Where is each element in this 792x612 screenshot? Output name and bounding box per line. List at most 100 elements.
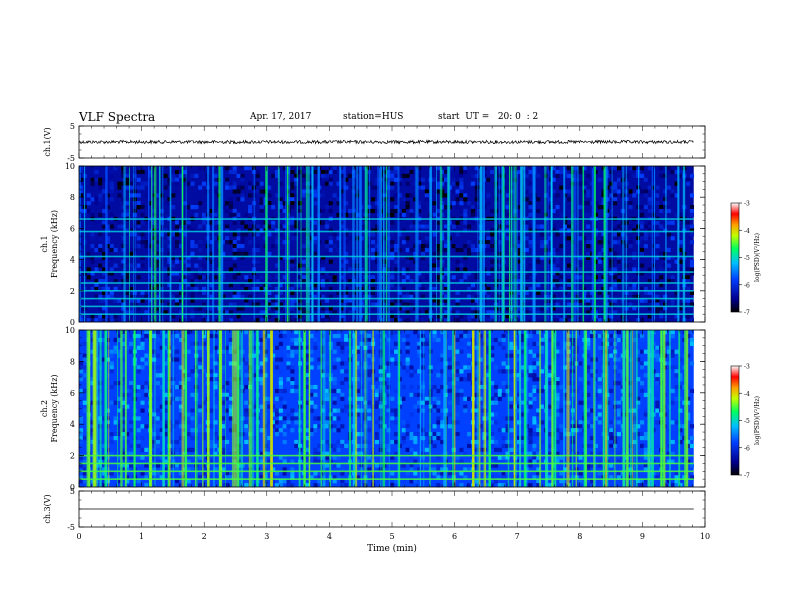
sferic-streak [129,166,130,322]
sferic-streak [236,330,240,487]
x-tick-label: 2 [202,532,207,541]
sferic-streak [653,166,656,322]
sferic-streak [120,330,123,487]
sferic-streak [234,330,238,487]
sferic-streak [256,330,259,487]
panel-ylabel: ch.3(V) [43,494,52,523]
sferic-streak [367,166,369,322]
sferic-streak [516,166,518,322]
sferic-streak [513,166,516,322]
narrowband-line [79,271,694,273]
sferic-streak [636,330,638,487]
sferic-streak [488,330,492,487]
y-tick-label: 4 [70,420,75,429]
sferic-streak [206,330,210,487]
sferic-streak [423,330,425,487]
sferic-streak [429,330,431,487]
sferic-streak [300,166,302,322]
narrowband-line [79,454,694,457]
sferic-streak [419,330,422,487]
sferic-streak [630,330,632,487]
sferic-streak [568,330,570,487]
sferic-streak [498,166,500,322]
sferic-streak [154,330,156,487]
sferic-streak [575,330,578,487]
colorbar-tick-label: -4 [744,228,750,235]
sferic-streak [554,330,557,487]
sferic-streak [677,166,680,322]
sferic-streak [248,330,251,487]
sferic-streak [322,330,326,487]
colorbar-label: log(PSD)(V²/Hz) [754,233,761,282]
narrowband-line [79,255,694,258]
sferic-streak [508,166,511,322]
y-tick-label: 2 [70,287,75,296]
colorbar-tick-label: -7 [744,310,750,317]
colorbar-tick-label: -6 [744,445,750,452]
sferic-streak [124,330,127,487]
sferic-streak [167,330,170,487]
sferic-streak [378,166,382,322]
sferic-streak [472,330,475,487]
sferic-streak [563,166,566,322]
sferic-streak [533,166,536,322]
sferic-streak [571,330,574,487]
sferic-streak [220,166,224,322]
sferic-streak [573,166,577,322]
start-time-label: start UT = 20: 0 : 2 [438,112,539,122]
sferic-streak [479,166,483,322]
sferic-streak [380,330,382,487]
sferic-streak [84,166,86,322]
sferic-streak [625,166,628,322]
sferic-streak [582,166,585,322]
colorbar-tick-label: -4 [744,391,750,398]
sferic-streak [364,166,367,322]
sferic-streak [181,166,184,322]
sferic-streak [678,330,681,487]
sferic-streak [566,330,569,487]
sferic-streak [513,330,516,487]
sferic-streak [416,166,419,322]
sferic-streak [359,166,362,322]
sferic-streak [478,330,481,487]
sferic-streak [626,330,629,487]
date-label: Apr. 17, 2017 [250,112,312,122]
sferic-streak [398,330,401,487]
y-tick-label: -5 [67,523,75,532]
y-tick-label: 6 [70,224,75,233]
sferic-streak [339,166,342,322]
sferic-streak [218,166,221,322]
spectrogram-1 [79,166,695,323]
sferic-streak [383,166,385,322]
sferic-streak [551,330,553,487]
sferic-streak [447,166,450,322]
sferic-streak [135,166,137,322]
x-tick-label: 6 [452,532,457,541]
sferic-streak [123,166,126,322]
sferic-streak [483,330,487,487]
colorbar-tick-label: -3 [744,364,750,371]
sferic-streak [634,330,636,487]
sferic-streak [348,330,352,487]
x-axis-label: Time (min) [367,543,417,554]
y-tick-label: 8 [70,357,75,366]
sferic-streak [99,330,102,487]
sferic-streak [514,166,517,322]
sferic-streak [212,166,215,322]
x-tick-label: 7 [515,532,520,541]
panel-ylabel-frequency: Frequency (kHz) [50,210,59,278]
panel-ylabel: ch.1(V) [43,127,52,156]
sferic-streak [249,330,253,487]
sferic-streak [369,166,371,322]
colorbar-tick-label: -3 [744,201,750,208]
sferic-streak [571,166,574,322]
y-tick-label: 5 [70,122,75,131]
sferic-streak [545,330,547,487]
sferic-streak [593,330,595,487]
narrowband-line [79,290,694,292]
colorbar-tick-label: -7 [744,473,750,480]
sferic-streak [372,330,374,487]
y-tick-label: 6 [70,389,75,398]
narrowband-line [79,305,694,308]
